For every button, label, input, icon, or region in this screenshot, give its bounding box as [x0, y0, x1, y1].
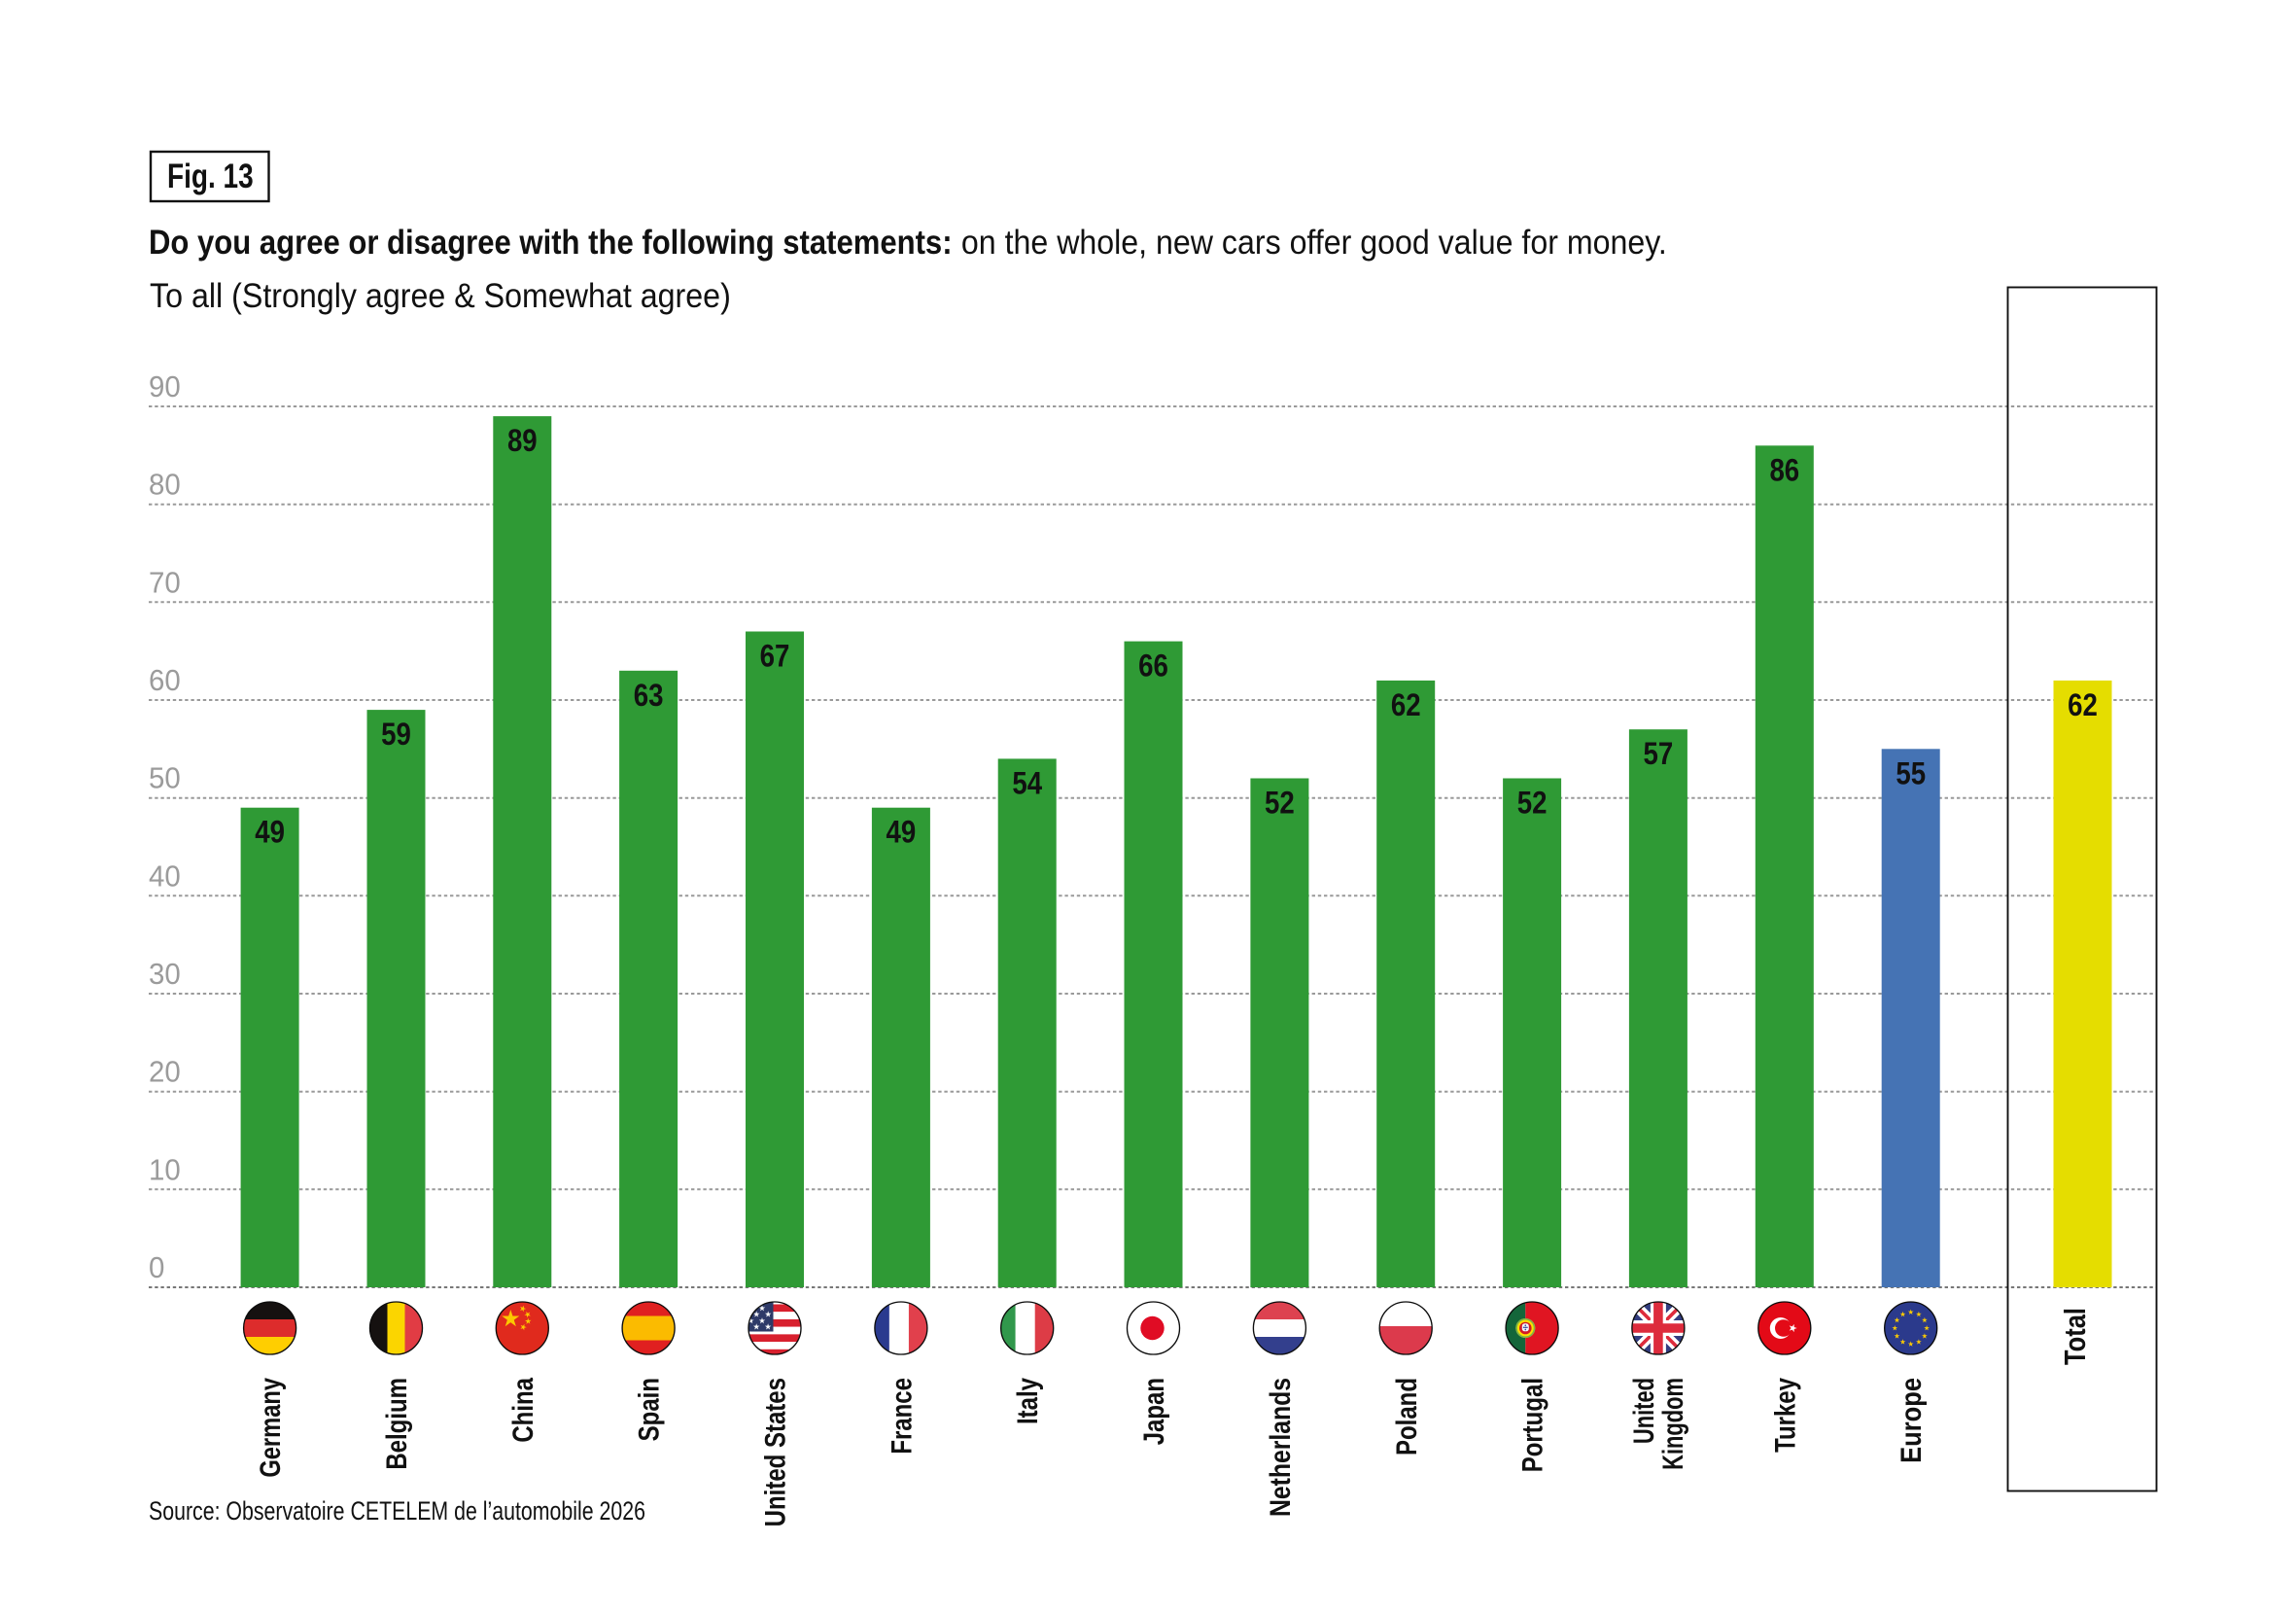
- svg-text:United: United: [1626, 1378, 1659, 1444]
- svg-text:Netherlands: Netherlands: [1264, 1378, 1297, 1517]
- svg-text:57: 57: [1644, 737, 1674, 772]
- svg-text:60: 60: [149, 664, 181, 697]
- svg-text:86: 86: [1769, 453, 1799, 488]
- svg-text:Portugal: Portugal: [1515, 1378, 1548, 1472]
- svg-text:67: 67: [760, 639, 790, 674]
- svg-text:Spain: Spain: [632, 1378, 665, 1441]
- svg-text:Source: Observatoire CETELEM d: Source: Observatoire CETELEM de l’automo…: [149, 1497, 645, 1526]
- svg-text:United States: United States: [758, 1378, 791, 1526]
- svg-text:Germany: Germany: [254, 1378, 286, 1478]
- svg-text:Europe: Europe: [1895, 1378, 1927, 1463]
- svg-text:30: 30: [149, 958, 181, 991]
- svg-text:40: 40: [149, 860, 181, 894]
- svg-text:Kingdom: Kingdom: [1655, 1378, 1688, 1470]
- svg-text:Poland: Poland: [1389, 1378, 1422, 1455]
- svg-text:Japan: Japan: [1136, 1378, 1169, 1445]
- svg-text:52: 52: [1517, 786, 1548, 821]
- svg-text:Belgium: Belgium: [379, 1378, 412, 1470]
- svg-text:52: 52: [1265, 786, 1295, 821]
- svg-text:Total: Total: [2059, 1308, 2092, 1365]
- svg-text:49: 49: [255, 816, 285, 851]
- svg-text:Do you agree or disagree with: Do you agree or disagree with the follow…: [149, 224, 953, 262]
- svg-text:France: France: [885, 1378, 918, 1455]
- svg-text:0: 0: [149, 1251, 164, 1284]
- svg-text:62: 62: [2068, 688, 2098, 723]
- svg-text:20: 20: [149, 1056, 181, 1089]
- svg-text:54: 54: [1012, 766, 1042, 801]
- svg-text:90: 90: [149, 370, 181, 403]
- svg-text:Fig. 13: Fig. 13: [167, 157, 254, 195]
- svg-text:50: 50: [149, 762, 181, 795]
- svg-text:63: 63: [634, 679, 664, 714]
- svg-text:80: 80: [149, 469, 181, 502]
- svg-text:66: 66: [1138, 649, 1168, 684]
- svg-text:62: 62: [1391, 688, 1421, 723]
- svg-text:on the whole, new cars offer g: on the whole, new cars offer good value …: [953, 225, 1667, 263]
- svg-text:55: 55: [1896, 756, 1926, 791]
- svg-text:59: 59: [381, 718, 411, 753]
- svg-text:Italy: Italy: [1011, 1378, 1044, 1424]
- svg-text:Turkey: Turkey: [1768, 1378, 1801, 1453]
- svg-text:70: 70: [149, 567, 181, 600]
- svg-text:China: China: [505, 1377, 539, 1442]
- svg-text:49: 49: [887, 816, 917, 851]
- svg-text:89: 89: [507, 424, 538, 459]
- svg-text:10: 10: [149, 1154, 181, 1187]
- svg-text:To all (Strongly agree & Somew: To all (Strongly agree & Somewhat agree): [150, 278, 731, 316]
